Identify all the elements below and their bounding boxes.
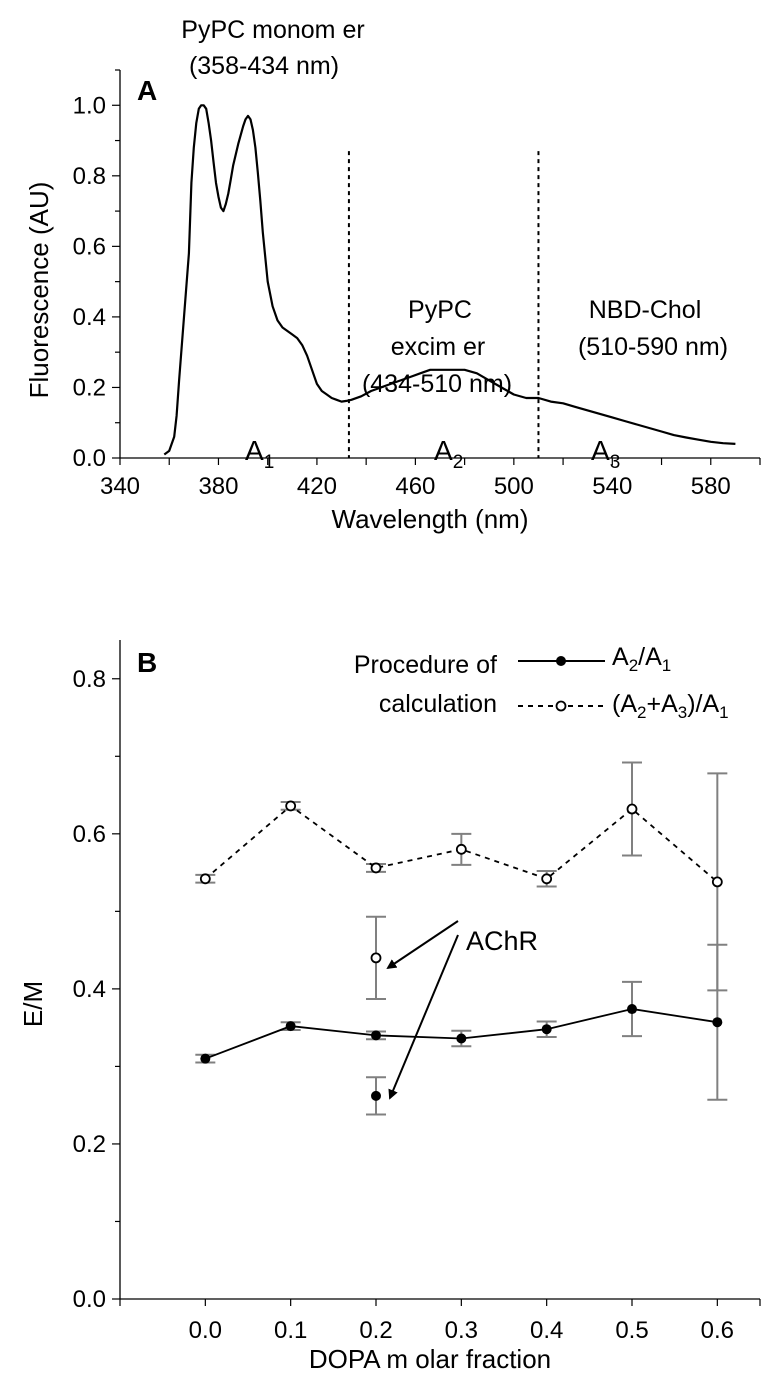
x-tick-label-a: 580 (691, 473, 731, 500)
x-tick-label-b: 0.2 (359, 1317, 392, 1344)
y-axis-label-b: E/M (18, 981, 48, 1027)
achr-label: AChR (466, 926, 538, 956)
achr-arrow-open (386, 920, 459, 969)
data-point-open (626, 803, 638, 815)
achr-arrow-filled (388, 934, 459, 1100)
data-point-filled (285, 1021, 296, 1032)
x-axis-label-b: DOPA m olar fraction (309, 1344, 551, 1374)
x-tick-label-b: 0.5 (615, 1317, 648, 1344)
x-tick-label-b: 0.0 (189, 1317, 222, 1344)
excimer-range: (434-510 nm) (362, 370, 512, 398)
x-tick-label-b: 0.3 (445, 1317, 478, 1344)
y-tick-label-a: 0.6 (73, 233, 106, 260)
y-axis-label-a: Fluorescence (AU) (24, 182, 54, 399)
area-label-a1: A1 (245, 435, 274, 473)
legend-title-1: Procedure of (354, 651, 497, 679)
achr-point-filled (371, 1090, 381, 1101)
data-point-open (711, 876, 723, 888)
x-tick-label-a: 540 (592, 473, 632, 500)
area-label-a2: A2 (434, 435, 463, 473)
monomer-title: PyPC monom er (181, 16, 364, 44)
legend-title-2: calculation (379, 690, 497, 718)
achr-point-open (370, 952, 382, 964)
y-tick-label-a: 0.4 (73, 304, 106, 331)
data-point-filled (627, 1004, 637, 1015)
panel-a: A PyPC monom er (358-434 nm) PyPC excim … (24, 16, 761, 534)
y-tick-label-a: 0.0 (73, 445, 106, 472)
data-point-filled (456, 1033, 467, 1044)
spectrum-line (163, 104, 736, 456)
data-point-open (455, 843, 467, 855)
excimer-title-1: PyPC (408, 296, 472, 324)
x-tick-label-a: 420 (297, 473, 337, 500)
panel-b-label: B (137, 647, 157, 678)
monomer-range: (358-434 nm) (189, 52, 339, 80)
y-tick-label-b: 0.2 (73, 1131, 106, 1158)
legend-entry-2: (A2+A3)/A1 (612, 690, 729, 722)
legend-marker-filled (556, 656, 566, 666)
panel-a-label: A (137, 75, 157, 106)
excimer-title-2: excim er (391, 333, 485, 361)
x-tick-label-a: 380 (198, 473, 238, 500)
data-point-filled (371, 1030, 381, 1041)
y-tick-label-a: 0.8 (73, 163, 106, 190)
x-tick-label-a: 500 (494, 473, 534, 500)
y-tick-label-b: 0.4 (73, 976, 106, 1003)
x-tick-label-a: 340 (100, 473, 140, 500)
x-tick-label-b: 0.4 (530, 1317, 563, 1344)
data-point-open (370, 862, 382, 874)
data-point-filled (712, 1017, 723, 1028)
y-tick-label-b: 0.0 (73, 1286, 106, 1313)
x-tick-label-b: 0.6 (701, 1317, 734, 1344)
data-point-open (541, 873, 553, 885)
y-tick-label-a: 0.2 (73, 374, 106, 401)
legend-entry-1: A2/A1 (612, 643, 671, 675)
legend-marker-open (555, 700, 567, 712)
y-tick-label-a: 1.0 (73, 92, 106, 119)
x-tick-label-a: 460 (395, 473, 435, 500)
panel-b: B Procedure of calculation A2/A1 (A2+A3)… (18, 640, 761, 1374)
data-point-filled (200, 1053, 211, 1064)
y-tick-label-b: 0.6 (73, 821, 106, 848)
nbd-title: NBD-Chol (589, 296, 702, 324)
data-point-open (199, 873, 211, 885)
x-axis-label-a: Wavelength (nm) (332, 504, 529, 534)
x-tick-label-b: 0.1 (274, 1317, 307, 1344)
y-tick-label-b: 0.8 (73, 666, 106, 693)
data-point-filled (541, 1024, 552, 1035)
nbd-range: (510-590 nm) (578, 333, 728, 361)
data-point-open (285, 800, 297, 812)
area-label-a3: A3 (591, 435, 620, 473)
